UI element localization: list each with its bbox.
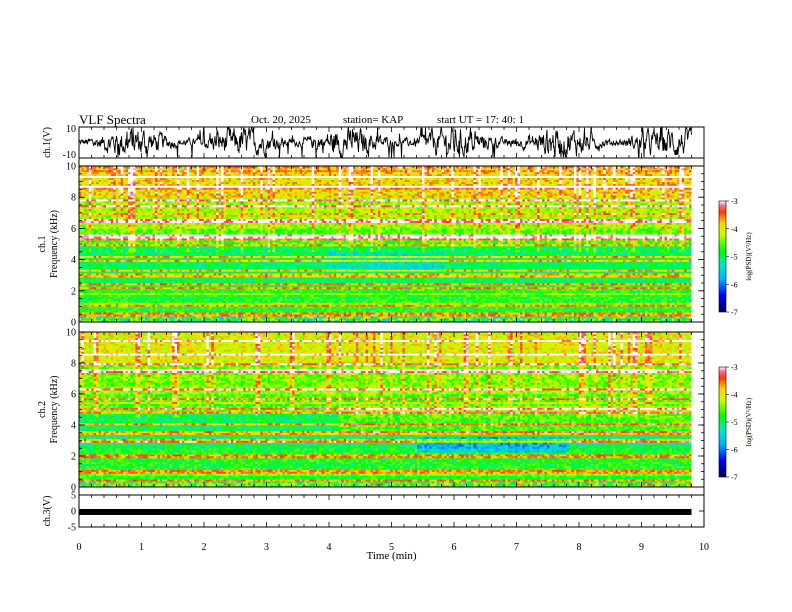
ch1-spec-ytick-label: 2 — [71, 286, 76, 297]
ch2-spec-colorbar-tick-label: -4 — [731, 391, 738, 400]
ch2-spec-colorbar-tick-label: -7 — [731, 473, 738, 482]
start-ut-label: start UT = 17: 40: 1 — [437, 114, 524, 126]
ch1-spec-colorbar-label: log(PSD)(V²/Hz) — [745, 232, 753, 281]
ch2-spec-colorbar — [718, 366, 727, 478]
ch1-spec-colorbar — [718, 200, 727, 313]
ch2-spec-colorbar-tick-label: -5 — [731, 418, 738, 427]
ch1-spec-colorbar-tick-label: -5 — [731, 253, 738, 262]
ch1-spec-ylabel-channel: ch.1 — [37, 236, 48, 253]
xtick-label: 10 — [699, 542, 709, 553]
xtick-label: 3 — [264, 542, 269, 553]
ch1-ylabel: ch.1(V) — [42, 127, 53, 158]
ch3-signal-band — [79, 508, 692, 515]
ch2-spec-blank — [691, 332, 704, 487]
ch1-spec-ytick-label: 8 — [71, 193, 76, 204]
ch2-spec-cells — [79, 332, 692, 488]
xtick-label: 8 — [577, 542, 582, 553]
xtick-label: 0 — [77, 542, 82, 553]
ch1-spec-colorbar-tick-label: -3 — [731, 197, 738, 206]
ch2-spec-ytick-label: 6 — [71, 390, 76, 401]
ch2-spec-colorbar-label: log(PSD)(V²/Hz) — [745, 397, 753, 446]
ch1-spec-colorbar-tick-label: -4 — [731, 225, 738, 234]
ch2-spec-ytick-label: 2 — [71, 452, 76, 463]
ch1-spec-ytick-label: 0 — [71, 318, 76, 329]
x-axis-label: Time (min) — [366, 550, 416, 562]
ch2-spec-ytick-label: 8 — [71, 359, 76, 370]
date-label: Oct. 20, 2025 — [251, 114, 311, 126]
xtick-label: 9 — [639, 542, 644, 553]
ch1-spec-ylabel-freq: Frequency (kHz) — [49, 210, 60, 278]
xtick-label: 6 — [452, 542, 457, 553]
ch1-spec-cells — [79, 166, 692, 323]
ch2-spec-colorbar-tick-label: -6 — [731, 446, 738, 455]
station-label: station= KAP — [343, 114, 403, 126]
ch1-spec-blank — [691, 166, 704, 322]
ch1-spec-ytick-label: 6 — [71, 224, 76, 235]
ch1-ytick-label: -10 — [63, 150, 76, 161]
xtick-label: 7 — [514, 542, 519, 553]
ch3-ylabel: ch.3(V) — [42, 496, 53, 527]
ch2-spec-ylabel-channel: ch.2 — [37, 401, 48, 418]
ch1-spec-colorbar-tick-label: -7 — [731, 308, 738, 317]
ch1-ytick-label: 10 — [66, 124, 76, 135]
ch2-spec-ytick-label: 10 — [66, 328, 76, 339]
ch3-ytick-label: -5 — [68, 523, 76, 534]
ch3-ytick-label: 5 — [71, 491, 76, 502]
ch2-spec-ytick-label: 4 — [71, 421, 76, 432]
chart-title: VLF Spectra — [79, 112, 146, 128]
xtick-label: 4 — [327, 542, 332, 553]
ch1-spec-ytick-label: 10 — [66, 162, 76, 173]
ch1-waveform-line — [78, 126, 692, 159]
ch1-spec-colorbar-tick-label: -6 — [731, 280, 738, 289]
xtick-label: 1 — [139, 542, 144, 553]
ch1-spec-ytick-label: 4 — [71, 255, 76, 266]
xtick-label: 5 — [389, 542, 394, 553]
ch2-spec-ylabel-freq: Frequency (kHz) — [49, 375, 60, 443]
ch2-spec-colorbar-tick-label: -3 — [731, 363, 738, 372]
ch2-spec-ytick-label: 0 — [71, 483, 76, 494]
ch3-ytick-label: 0 — [71, 507, 76, 518]
xtick-label: 2 — [202, 542, 207, 553]
